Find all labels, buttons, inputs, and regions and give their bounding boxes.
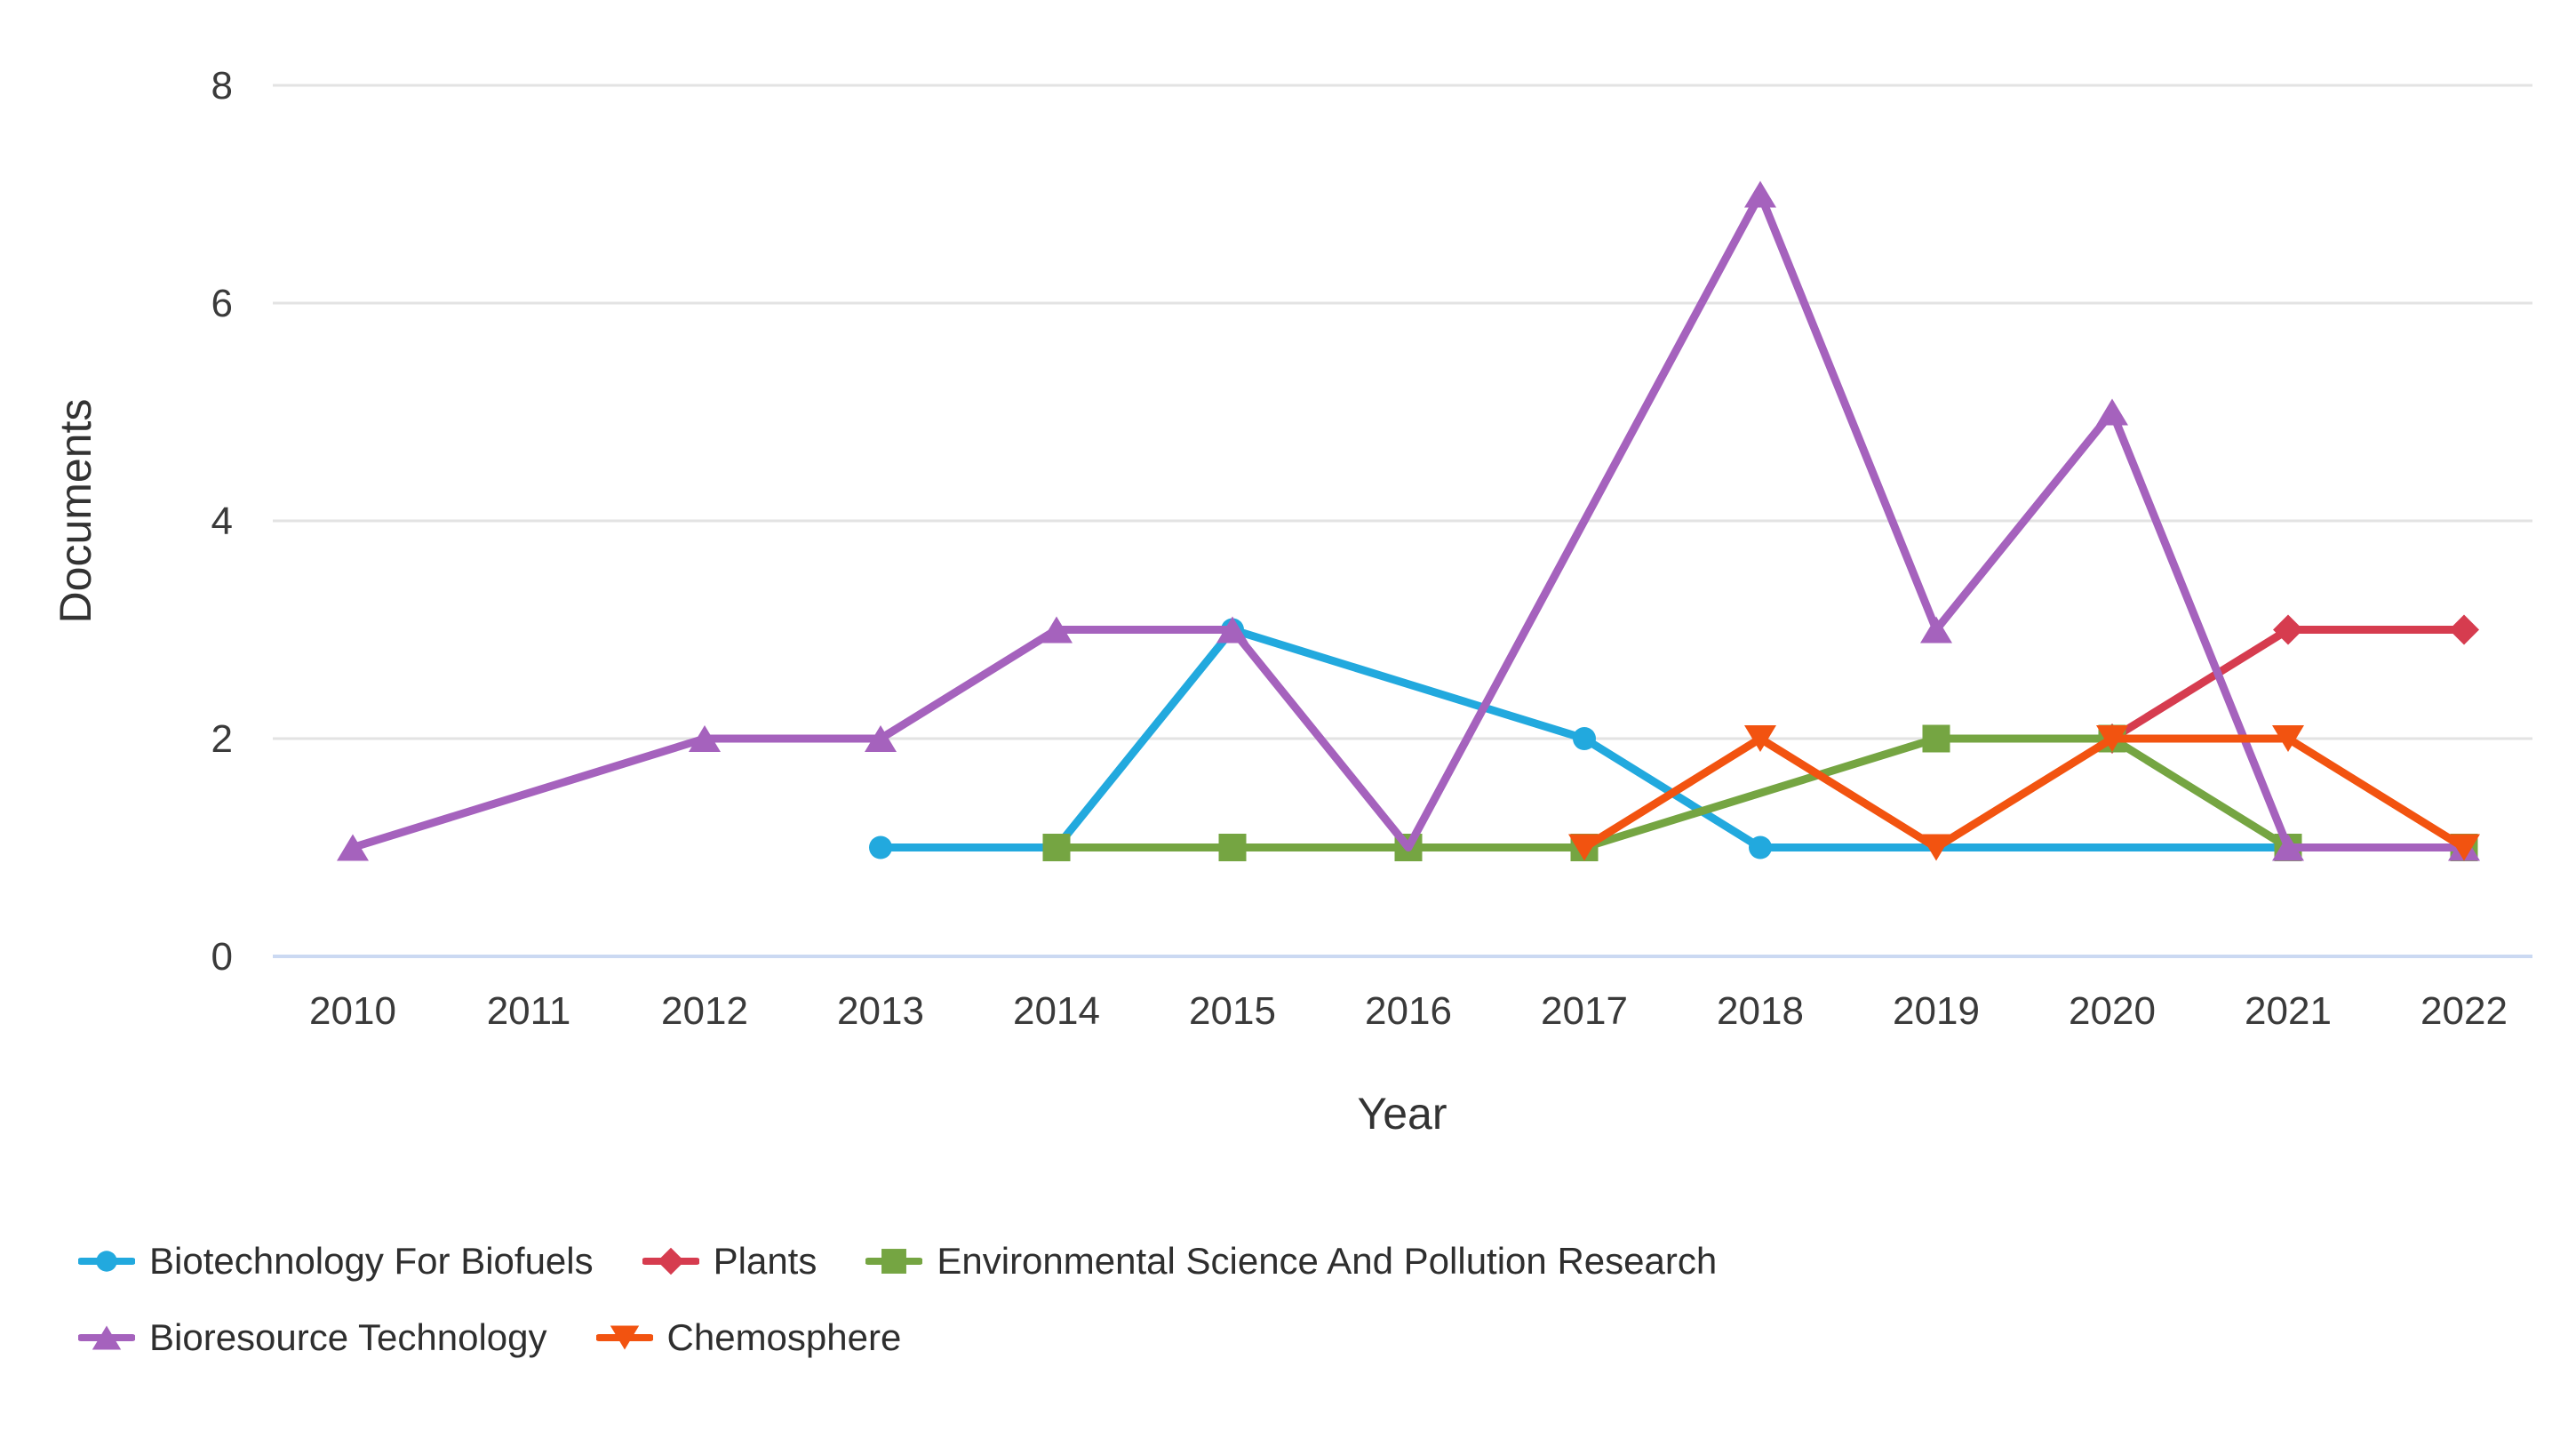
x-tick-label: 2011 xyxy=(487,989,571,1033)
data-point-marker-environmental-science-and-pollution-research-2014[interactable] xyxy=(1042,834,1071,861)
y-axis-title: Documents xyxy=(51,398,100,624)
data-point-marker-plants-2022[interactable] xyxy=(2449,614,2479,645)
y-tick-label: 6 xyxy=(211,282,233,325)
data-point-marker-bioresource-technology-2019[interactable] xyxy=(1920,616,1952,644)
data-point-marker-bioresource-technology-2010[interactable] xyxy=(337,834,369,861)
x-tick-label: 2017 xyxy=(1541,989,1628,1033)
square-legend-marker-icon xyxy=(865,1249,923,1274)
series-line-chemosphere xyxy=(1580,734,2468,851)
series-line-plants xyxy=(2108,626,2468,743)
data-point-marker-chemosphere-2018[interactable] xyxy=(1744,725,1776,752)
circle-icon xyxy=(96,1251,117,1272)
data-point-marker-plants-2021[interactable] xyxy=(2273,614,2303,645)
x-tick-label: 2013 xyxy=(837,989,924,1033)
series-bioresource-technology xyxy=(337,180,2480,861)
y-tick-label: 4 xyxy=(211,500,233,543)
x-tick-label: 2021 xyxy=(2245,989,2332,1033)
data-point-marker-chemosphere-2020[interactable] xyxy=(2096,725,2128,752)
y-tick-label: 2 xyxy=(211,717,233,761)
y-tick-label: 8 xyxy=(211,64,233,108)
series-biotechnology-for-biofuels xyxy=(869,618,2300,859)
circle-legend-marker-icon xyxy=(78,1251,135,1272)
data-point-marker-biotechnology-for-biofuels-2013[interactable] xyxy=(869,835,892,859)
legend-item-chemosphere[interactable]: Chemosphere xyxy=(595,1316,902,1358)
legend-label: Biotechnology For Biofuels xyxy=(149,1240,594,1282)
data-point-marker-chemosphere-2019[interactable] xyxy=(1920,834,1952,861)
series-chemosphere xyxy=(1568,725,2480,861)
data-point-marker-bioresource-technology-2013[interactable] xyxy=(865,725,897,752)
legend-label: Plants xyxy=(713,1240,817,1282)
x-tick-label: 2012 xyxy=(661,989,748,1033)
data-point-marker-bioresource-technology-2012[interactable] xyxy=(689,725,721,752)
legend-label: Environmental Science And Pollution Rese… xyxy=(937,1240,1718,1282)
x-axis-title: Year xyxy=(1357,1089,1448,1139)
legend-item-biotechnology-for-biofuels[interactable]: Biotechnology For Biofuels xyxy=(78,1243,594,1280)
diamond-icon xyxy=(657,1247,684,1275)
data-point-marker-environmental-science-and-pollution-research-2019[interactable] xyxy=(1922,724,1950,753)
series-line-biotechnology-for-biofuels xyxy=(876,626,2293,851)
data-point-marker-chemosphere-2021[interactable] xyxy=(2272,725,2304,752)
data-point-marker-bioresource-technology-2015[interactable] xyxy=(1216,616,1248,644)
triangle-down-legend-marker-icon xyxy=(595,1325,653,1350)
series-line-bioresource-technology xyxy=(348,190,2468,851)
x-tick-label: 2018 xyxy=(1717,989,1804,1033)
legend-item-bioresource-technology[interactable]: Bioresource Technology xyxy=(78,1319,547,1356)
square-icon xyxy=(881,1249,907,1274)
x-tick-label: 2022 xyxy=(2420,989,2508,1033)
x-tick-label: 2016 xyxy=(1365,989,1452,1033)
x-tick-label: 2010 xyxy=(309,989,396,1033)
data-point-marker-environmental-science-and-pollution-research-2015[interactable] xyxy=(1218,834,1247,861)
x-tick-label: 2015 xyxy=(1189,989,1276,1033)
legend-row: Biotechnology For Biofuels Plants Environm… xyxy=(78,1243,1717,1280)
data-point-marker-biotechnology-for-biofuels-2017[interactable] xyxy=(1573,727,1596,750)
y-tick-label: 0 xyxy=(211,935,233,979)
x-tick-label: 2020 xyxy=(2069,989,2156,1033)
x-tick-label: 2019 xyxy=(1893,989,1980,1033)
data-point-marker-bioresource-technology-2020[interactable] xyxy=(2096,398,2128,426)
triangle-up-legend-marker-icon xyxy=(78,1325,135,1350)
triangle-up-icon xyxy=(92,1325,122,1350)
triangle-down-icon xyxy=(610,1325,639,1350)
diamond-legend-marker-icon xyxy=(642,1247,699,1275)
legend-item-plants[interactable]: Plants xyxy=(642,1243,817,1280)
data-point-marker-bioresource-technology-2018[interactable] xyxy=(1744,180,1776,208)
legend-label: Bioresource Technology xyxy=(149,1316,547,1358)
x-tick-label: 2014 xyxy=(1013,989,1100,1033)
chart-legend: Biotechnology For Biofuels Plants Environm… xyxy=(78,1243,1717,1356)
data-point-marker-chemosphere-2017[interactable] xyxy=(1568,834,1600,861)
data-point-marker-chemosphere-2022[interactable] xyxy=(2448,834,2480,861)
legend-label: Chemosphere xyxy=(666,1316,902,1358)
data-point-marker-bioresource-technology-2014[interactable] xyxy=(1041,616,1073,644)
data-point-marker-biotechnology-for-biofuels-2018[interactable] xyxy=(1749,835,1772,859)
legend-row: Bioresource Technology Chemosphere xyxy=(78,1319,1717,1356)
series-line-environmental-science-and-pollution-research xyxy=(1052,734,2468,851)
legend-item-environmental-science-and-pollution-research[interactable]: Environmental Science And Pollution Rese… xyxy=(865,1243,1717,1280)
data-point-marker-bioresource-technology-2021[interactable] xyxy=(2272,834,2304,861)
